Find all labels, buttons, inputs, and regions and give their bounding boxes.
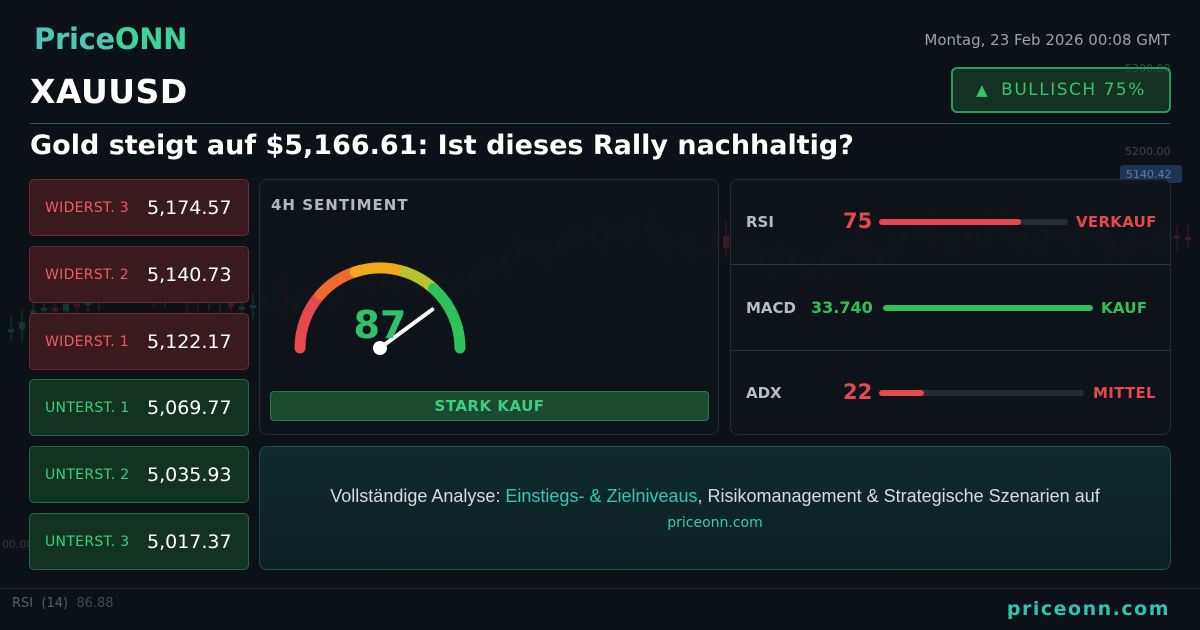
gauge-arc-segment	[315, 266, 361, 300]
up-triangle-icon: ▲	[976, 81, 990, 99]
indicator-signal-rsi: VERKAUF	[1076, 213, 1157, 231]
indicator-divider	[731, 264, 1170, 265]
bg-price-tag	[1120, 165, 1182, 183]
badge-label: BULLISCH 75%	[1001, 80, 1146, 100]
level-label: UNTERST. 2	[45, 466, 130, 483]
footer-divider	[0, 588, 1200, 589]
bg-candle-body	[63, 303, 69, 312]
indicator-bar-fill	[879, 219, 1021, 225]
indicator-value-macd: 33.740	[811, 298, 873, 317]
timestamp: Montag, 23 Feb 2026 00:08 GMT	[924, 31, 1170, 49]
footer-link[interactable]: priceonn.com	[1006, 598, 1170, 620]
gauge-hub	[373, 341, 387, 355]
indicator-bar-adx	[879, 390, 1084, 396]
bg-candle-body	[52, 307, 58, 312]
bg-candle-body	[723, 235, 729, 248]
resistance-level-3: WIDERST. 3 5,174.57	[29, 179, 249, 236]
header-divider	[30, 123, 1170, 124]
support-level-1: UNTERST. 1 5,069.77	[29, 379, 249, 436]
bg-price-tag-label: 5140.42	[1126, 168, 1172, 181]
indicator-divider	[731, 350, 1170, 351]
indicator-value-rsi: 75	[843, 209, 873, 233]
level-value: 5,140.73	[147, 263, 232, 286]
bg-candle-body	[1185, 236, 1191, 241]
brand-logo[interactable]: PriceONN	[34, 22, 188, 56]
promo-link[interactable]: priceonn.com	[667, 515, 763, 531]
level-label: WIDERST. 3	[45, 199, 129, 216]
level-label: WIDERST. 1	[45, 333, 129, 350]
bg-candle-body	[239, 306, 245, 310]
sentiment-score: 87	[353, 303, 407, 347]
level-label: UNTERST. 3	[45, 533, 130, 550]
bg-candle-body	[74, 303, 80, 307]
gauge-arc-segment	[428, 283, 466, 354]
support-level-3: UNTERST. 3 5,017.37	[29, 513, 249, 570]
bg-candle-body	[19, 322, 25, 330]
bg-candle-body	[8, 329, 14, 333]
resistance-level-2: WIDERST. 2 5,140.73	[29, 246, 249, 303]
sentiment-gauge	[294, 262, 466, 355]
gauge-needle	[378, 307, 435, 350]
indicator-name-adx: ADX	[746, 384, 782, 402]
indicator-bar-fill	[879, 390, 925, 396]
bullish-badge: ▲ BULLISCH 75%	[951, 67, 1171, 113]
bg-rsi-label: RSI (14) 86.88	[12, 596, 114, 611]
bg-candle-body	[1174, 235, 1180, 239]
indicator-name-macd: MACD	[746, 299, 796, 317]
bg-candle-body	[250, 304, 256, 308]
support-level-2: UNTERST. 2 5,035.93	[29, 446, 249, 503]
level-value: 5,035.93	[147, 463, 232, 486]
indicator-value-adx: 22	[843, 380, 873, 404]
bg-candle-body	[41, 307, 47, 311]
indicator-signal-macd: KAUF	[1101, 299, 1148, 317]
resistance-level-1: WIDERST. 1 5,122.17	[29, 313, 249, 370]
gauge-arc-segment	[294, 288, 327, 354]
indicator-name-rsi: RSI	[746, 213, 774, 231]
symbol-title: XAUUSD	[30, 72, 188, 111]
sentiment-verdict: STARK KAUF	[270, 391, 709, 421]
level-value: 5,174.57	[147, 196, 232, 219]
indicator-bar-macd	[883, 305, 1093, 311]
promo-text: Vollständige Analyse: Einstiegs- & Zieln…	[330, 486, 1100, 506]
level-label: WIDERST. 2	[45, 266, 129, 283]
promo-banner[interactable]	[259, 446, 1171, 570]
promo-highlight: Einstiegs- & Zielniveaus	[505, 486, 698, 506]
indicator-bar-rsi	[879, 219, 1068, 225]
bg-price-label: 00.00	[2, 538, 34, 551]
level-value: 5,017.37	[147, 530, 232, 553]
bg-price-label: 5200.00	[1125, 145, 1171, 158]
level-value: 5,122.17	[147, 330, 232, 353]
level-label: UNTERST. 1	[45, 399, 130, 416]
indicator-signal-adx: MITTEL	[1093, 384, 1156, 402]
sentiment-title: 4H SENTIMENT	[271, 196, 409, 214]
indicator-bar-fill	[883, 305, 1093, 311]
headline: Gold steigt auf $5,166.61: Ist dieses Ra…	[30, 130, 854, 161]
gauge-arc-segment	[349, 262, 411, 278]
level-value: 5,069.77	[147, 396, 232, 419]
